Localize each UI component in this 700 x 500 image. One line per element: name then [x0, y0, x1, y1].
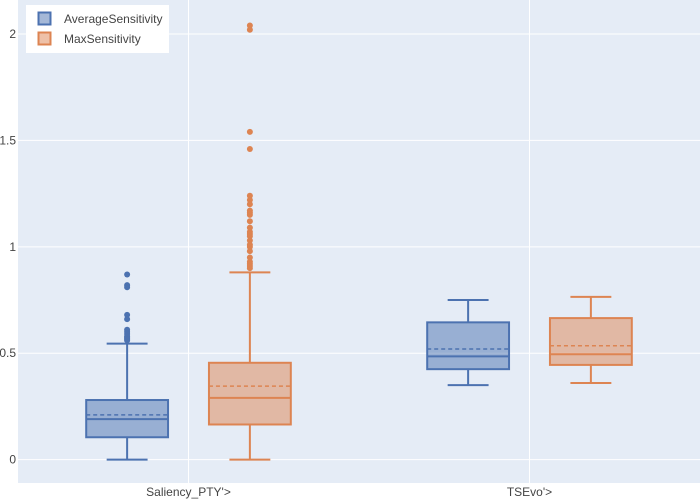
outlier-point [246, 211, 253, 218]
x-tick-label: TSEvo'> [507, 485, 552, 499]
box-traces [85, 22, 633, 461]
box-0-0 [85, 271, 170, 461]
legend-item-max-sensitivity[interactable]: MaxSensitivity [37, 31, 141, 46]
outlier-point [246, 145, 253, 152]
outlier-point [246, 26, 253, 33]
legend-label-max-sensitivity: MaxSensitivity [64, 32, 141, 46]
outlier-point [246, 128, 253, 135]
y-tick-label: 2 [9, 27, 16, 41]
x-tick-label: Saliency_PTY'> [146, 485, 231, 499]
y-axis-ticks: 0 0.5 1 1.5 2 [0, 27, 16, 467]
legend-item-average-sensitivity[interactable]: AverageSensitivity [37, 11, 163, 26]
box-body [548, 317, 633, 366]
outlier-point [246, 192, 253, 199]
y-tick-label: 0.5 [0, 346, 16, 360]
y-tick-label: 1.5 [0, 133, 16, 147]
outlier-point [246, 254, 253, 261]
outlier-point [246, 243, 253, 250]
legend[interactable]: AverageSensitivity MaxSensitivity [26, 5, 169, 53]
y-tick-label: 0 [9, 453, 16, 467]
outlier-point [124, 337, 131, 344]
x-axis-ticks: Saliency_PTY'> TSEvo'> [146, 485, 552, 499]
legend-swatch-average-sensitivity [37, 11, 52, 26]
y-tick-label: 1 [9, 240, 16, 254]
outlier-point [246, 201, 253, 208]
outlier-point [246, 224, 253, 231]
outlier-point [124, 271, 131, 278]
outlier-point [124, 316, 131, 323]
box-1-1 [548, 295, 633, 384]
box-body [207, 361, 292, 426]
outlier-point [246, 218, 253, 225]
outlier-point [246, 197, 253, 204]
outlier-point [246, 22, 253, 29]
legend-swatch-max-sensitivity [37, 31, 52, 46]
outlier-point [246, 237, 253, 244]
box-1-0 [207, 22, 292, 461]
outlier-point [246, 248, 253, 255]
legend-label-average-sensitivity: AverageSensitivity [64, 12, 163, 26]
outlier-point [246, 265, 253, 272]
box-0-1 [426, 299, 511, 387]
outlier-point [124, 284, 131, 291]
outlier-point [124, 311, 131, 318]
box-body [426, 321, 511, 371]
outlier-point [246, 233, 253, 240]
